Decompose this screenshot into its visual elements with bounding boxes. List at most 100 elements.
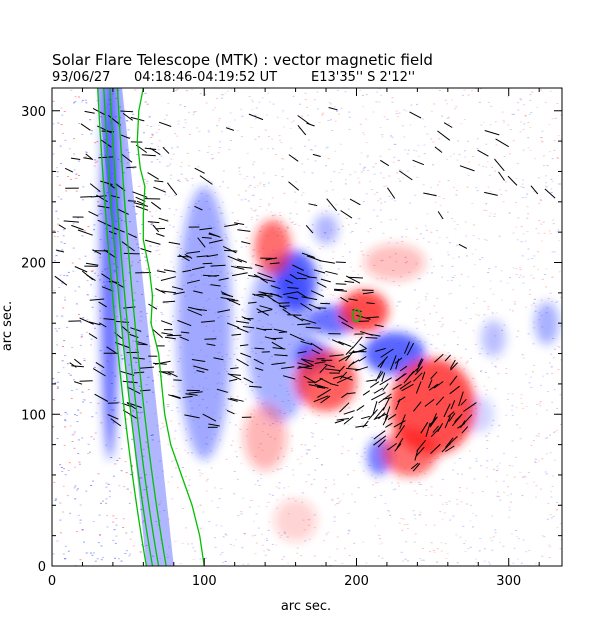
noise-speck [78, 229, 81, 231]
noise-speck [93, 224, 96, 226]
noise-speck [489, 124, 492, 126]
noise-speck [328, 556, 331, 558]
noise-speck [168, 340, 171, 342]
noise-speck [537, 232, 540, 234]
noise-speck [167, 355, 170, 357]
noise-speck [441, 324, 444, 326]
field-vector [186, 251, 201, 254]
noise-speck [66, 275, 69, 277]
field-vector [191, 266, 205, 271]
wavy-contour-line [136, 88, 205, 566]
noise-speck [494, 366, 497, 368]
noise-speck [395, 113, 398, 114]
noise-speck [533, 327, 536, 329]
noise-speck [463, 543, 466, 545]
field-vector [173, 379, 182, 381]
noise-speck [138, 185, 141, 187]
noise-speck [174, 540, 177, 542]
noise-speck [310, 483, 313, 485]
noise-speck [97, 473, 100, 475]
noise-speck [236, 338, 239, 340]
noise-speck [169, 188, 172, 190]
noise-speck [494, 170, 496, 172]
noise-speck [398, 485, 400, 487]
noise-speck [167, 481, 170, 483]
noise-speck [429, 313, 431, 315]
noise-speck [467, 174, 470, 176]
noise-speck [85, 102, 88, 104]
field-vector [80, 196, 92, 198]
noise-speck [72, 433, 75, 435]
noise-speck [537, 268, 539, 270]
noise-speck [130, 474, 132, 476]
noise-speck [86, 294, 89, 296]
noise-speck [81, 235, 84, 237]
noise-speck [559, 394, 562, 396]
noise-speck [222, 201, 225, 203]
noise-speck [165, 302, 168, 303]
field-vector [171, 286, 184, 290]
noise-speck [382, 232, 385, 234]
noise-speck [450, 279, 453, 281]
noise-speck [78, 175, 80, 176]
noise-speck [89, 284, 92, 286]
noise-speck [400, 518, 403, 519]
noise-speck [381, 430, 384, 432]
noise-speck [328, 102, 331, 103]
noise-speck [549, 546, 552, 548]
noise-speck [468, 161, 471, 163]
noise-speck [64, 412, 67, 413]
noise-speck [432, 335, 434, 337]
noise-speck [303, 404, 306, 406]
noise-speck [139, 259, 141, 261]
noise-speck [73, 102, 75, 104]
noise-speck [374, 482, 377, 484]
noise-speck [143, 489, 146, 491]
noise-speck [157, 124, 160, 126]
noise-speck [130, 531, 133, 533]
field-vector [382, 414, 389, 426]
noise-speck [531, 258, 534, 259]
noise-speck [515, 202, 517, 204]
noise-speck [155, 250, 158, 252]
noise-speck [224, 533, 227, 535]
noise-speck [559, 523, 562, 525]
noise-speck [519, 471, 522, 473]
noise-speck [378, 88, 381, 90]
noise-speck [151, 135, 154, 137]
field-vector [177, 255, 191, 258]
noise-speck [253, 161, 256, 163]
noise-speck [123, 486, 126, 488]
noise-speck [542, 155, 545, 157]
field-vector [289, 333, 305, 342]
noise-speck [342, 256, 345, 257]
field-vector [329, 354, 344, 357]
noise-speck [521, 495, 524, 497]
noise-speck [552, 357, 555, 359]
noise-speck [248, 186, 251, 188]
noise-speck [388, 195, 391, 197]
noise-speck [73, 153, 76, 155]
noise-speck [322, 540, 325, 542]
field-vector [366, 379, 377, 382]
noise-speck [495, 470, 498, 472]
field-vector [164, 336, 176, 340]
noise-speck [171, 410, 174, 411]
noise-speck [125, 149, 128, 151]
noise-speck [333, 171, 336, 173]
field-vector [297, 365, 313, 369]
field-vector [237, 229, 251, 232]
field-vector [243, 377, 254, 384]
noise-speck [162, 426, 165, 428]
noise-speck [359, 406, 361, 408]
noise-speck [362, 470, 365, 472]
noise-speck [554, 431, 557, 433]
field-vector [55, 249, 65, 253]
field-vector [399, 365, 408, 372]
noise-speck [379, 209, 382, 211]
noise-speck [494, 388, 497, 390]
noise-speck [56, 387, 59, 389]
noise-speck [358, 181, 361, 183]
noise-speck [271, 543, 274, 545]
noise-speck [333, 106, 336, 108]
